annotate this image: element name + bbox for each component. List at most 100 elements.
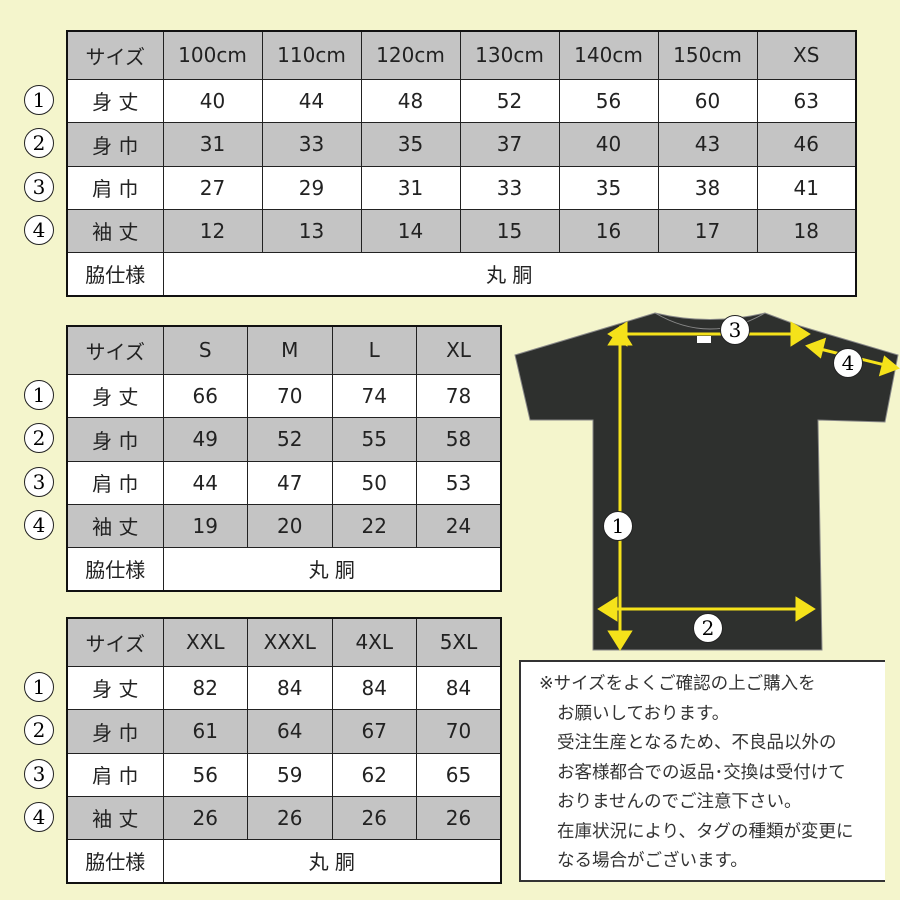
measure-value: 26 — [162, 795, 248, 840]
measure-value: 31 — [360, 165, 461, 210]
measure-label: 袖 丈 — [66, 503, 164, 548]
table-row: 身 丈 66 70 74 78 — [66, 373, 502, 418]
measure-label: 袖 丈 — [66, 795, 164, 840]
size-header: 4XL — [331, 617, 417, 667]
size-header: XXL — [162, 617, 248, 667]
measure-label: 肩 巾 — [66, 752, 164, 797]
measure-value: 26 — [416, 795, 502, 840]
row-number-badge: 2 — [24, 715, 54, 745]
table-row: 肩 巾 44 47 50 53 — [66, 460, 502, 505]
measure-value: 62 — [331, 752, 417, 797]
size-header: 100cm — [162, 30, 263, 80]
row-number-badge: 2 — [24, 423, 54, 453]
size-header: 5XL — [416, 617, 502, 667]
table-row: 肩 巾 56 59 62 65 — [66, 752, 502, 797]
measure-marker-1: 1 — [603, 511, 633, 541]
side-spec-label: 脇仕様 — [66, 251, 164, 297]
notice-line: お願いしております。 — [557, 703, 730, 724]
measure-value: 15 — [459, 208, 560, 253]
notice-line: 在庫状況により、タグの種類が変更に — [557, 821, 854, 842]
row-number-badge: 1 — [24, 379, 54, 410]
measure-value: 46 — [756, 121, 857, 167]
measure-value: 37 — [459, 121, 560, 167]
row-number-badge: 3 — [24, 758, 54, 789]
measure-value: 26 — [247, 795, 333, 840]
notice-line: ※サイズをよくご確認の上ご購入を — [539, 674, 816, 694]
measure-value: 52 — [247, 416, 333, 462]
measure-value: 48 — [360, 78, 461, 123]
measure-value: 19 — [162, 503, 248, 548]
measure-value: 63 — [756, 78, 857, 123]
size-table: サイズ XXL XXXL 4XL 5XL 身 丈 82 84 84 84 身 巾 61 64 67 70 肩 … — [66, 617, 502, 884]
measure-value: 16 — [558, 208, 659, 253]
measure-value: 38 — [657, 165, 758, 210]
size-header: M — [247, 325, 333, 375]
size-header: XL — [416, 325, 502, 375]
measure-value: 29 — [261, 165, 362, 210]
measure-value: 49 — [162, 416, 248, 462]
row-number-badge: 2 — [24, 128, 54, 158]
measure-value: 60 — [657, 78, 758, 123]
size-label-header: サイズ — [66, 325, 164, 375]
measure-value: 74 — [331, 373, 417, 418]
measure-value: 40 — [558, 121, 659, 167]
side-spec-label: 脇仕様 — [66, 838, 164, 884]
side-spec-value: 丸 胴 — [162, 838, 502, 884]
row-number-badge: 4 — [24, 509, 54, 540]
measure-value: 56 — [162, 752, 248, 797]
measure-value: 18 — [756, 208, 857, 253]
notice-line: おりませんのでご注意下さい。 — [557, 792, 802, 812]
header-row: サイズ XXL XXXL 4XL 5XL — [66, 617, 502, 667]
measure-value: 55 — [331, 416, 417, 462]
measure-value: 64 — [247, 708, 333, 754]
notice-box: ※サイズをよくご確認の上ご購入を お願いしております。 受注生産となるため、不良品以… — [519, 660, 885, 882]
size-header: L — [331, 325, 417, 375]
measure-value: 84 — [247, 665, 333, 710]
measure-label: 身 丈 — [66, 665, 164, 710]
size-header: 140cm — [558, 30, 659, 80]
row-number-badge: 4 — [24, 801, 54, 832]
side-spec-value: 丸 胴 — [162, 546, 502, 592]
notice-line: なる場合がございます。 — [557, 851, 748, 871]
row-number-badge: 1 — [24, 671, 54, 702]
size-header: 150cm — [657, 30, 758, 80]
measure-label: 身 巾 — [66, 121, 164, 167]
row-number-badge: 3 — [24, 171, 54, 202]
measure-label: 肩 巾 — [66, 460, 164, 505]
measure-value: 82 — [162, 665, 248, 710]
table-row: 袖 丈 26 26 26 26 — [66, 795, 502, 840]
footer-row: 脇仕様丸 胴 — [66, 546, 502, 592]
measure-value: 65 — [416, 752, 502, 797]
measure-label: 身 丈 — [66, 373, 164, 418]
size-header: 130cm — [459, 30, 560, 80]
measure-value: 35 — [360, 121, 461, 167]
table-row: 身 巾 31 33 35 37 40 43 46 — [66, 121, 857, 167]
row-number-badge: 4 — [24, 214, 54, 245]
measure-value: 33 — [261, 121, 362, 167]
measure-value: 61 — [162, 708, 248, 754]
measure-value: 24 — [416, 503, 502, 548]
size-header: XS — [756, 30, 857, 80]
measure-marker-3: 3 — [720, 315, 750, 345]
measurement-arrows — [597, 321, 900, 651]
size-header: 110cm — [261, 30, 362, 80]
size-header: XXXL — [247, 617, 333, 667]
measure-value: 53 — [416, 460, 502, 505]
size-table: サイズ 100cm 110cm 120cm 130cm 140cm 150cm XS 身 丈 40… — [66, 30, 857, 297]
row-number-badge: 3 — [24, 466, 54, 497]
measure-value: 40 — [162, 78, 263, 123]
side-spec-value: 丸 胴 — [162, 251, 857, 297]
measure-value: 17 — [657, 208, 758, 253]
size-table: サイズ S M L XL 身 丈 66 70 74 78 身 巾 49 52 55 58 肩 巾 44 47 50 5… — [66, 325, 502, 592]
measure-value: 47 — [247, 460, 333, 505]
measure-value: 20 — [247, 503, 333, 548]
footer-row: 脇仕様丸 胴 — [66, 838, 502, 884]
table-row: 袖 丈 12 13 14 15 16 17 18 — [66, 208, 857, 253]
table-row: 身 丈 82 84 84 84 — [66, 665, 502, 710]
measure-value: 58 — [416, 416, 502, 462]
size-header: 120cm — [360, 30, 461, 80]
size-label-header: サイズ — [66, 617, 164, 667]
measure-value: 56 — [558, 78, 659, 123]
table-row: 袖 丈 19 20 22 24 — [66, 503, 502, 548]
